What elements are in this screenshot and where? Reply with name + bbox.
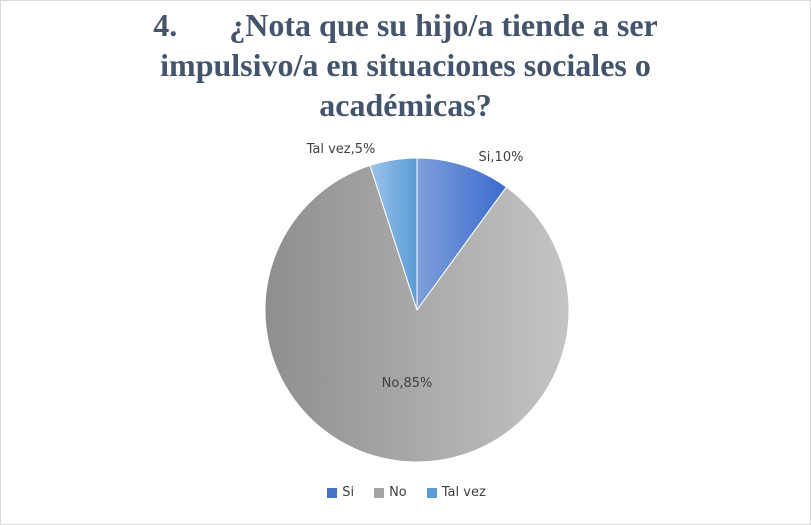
data-label-no: No,85%: [382, 376, 433, 391]
pie-chart: Si,10% No,85% Tal vez,5%: [264, 142, 570, 463]
pie-slice-si: [416, 157, 508, 312]
chart-title-number: 4.: [153, 7, 178, 43]
pie-slice-tal-vez: [369, 157, 418, 311]
chart-legend: Si No Tal vez: [1, 485, 811, 500]
legend-label: No: [389, 485, 407, 500]
chart-title-line-3: académicas?: [319, 87, 492, 123]
legend-swatch: [374, 487, 385, 498]
data-label-tal-vez: Tal vez,5%: [306, 142, 376, 157]
data-label-si: Si,10%: [479, 150, 524, 165]
chart-title-text-1: ¿Nota que su hijo/a tiende a ser: [229, 7, 658, 43]
chart-title-line-2: impulsivo/a en situaciones sociales o: [160, 47, 651, 83]
legend-swatch: [327, 487, 338, 498]
pie-slice-no: [264, 164, 570, 463]
legend-label: Si: [342, 485, 355, 500]
chart-title: 4. ¿Nota que su hijo/a tiende a ser impul…: [21, 5, 790, 125]
legend-item-no: No: [374, 485, 407, 500]
chart-title-line-1: 4. ¿Nota que su hijo/a tiende a ser: [21, 5, 790, 45]
legend-label: Tal vez: [441, 485, 486, 500]
legend-item-tal-vez: Tal vez: [426, 485, 486, 500]
legend-swatch: [426, 487, 437, 498]
legend-item-si: Si: [327, 485, 354, 500]
